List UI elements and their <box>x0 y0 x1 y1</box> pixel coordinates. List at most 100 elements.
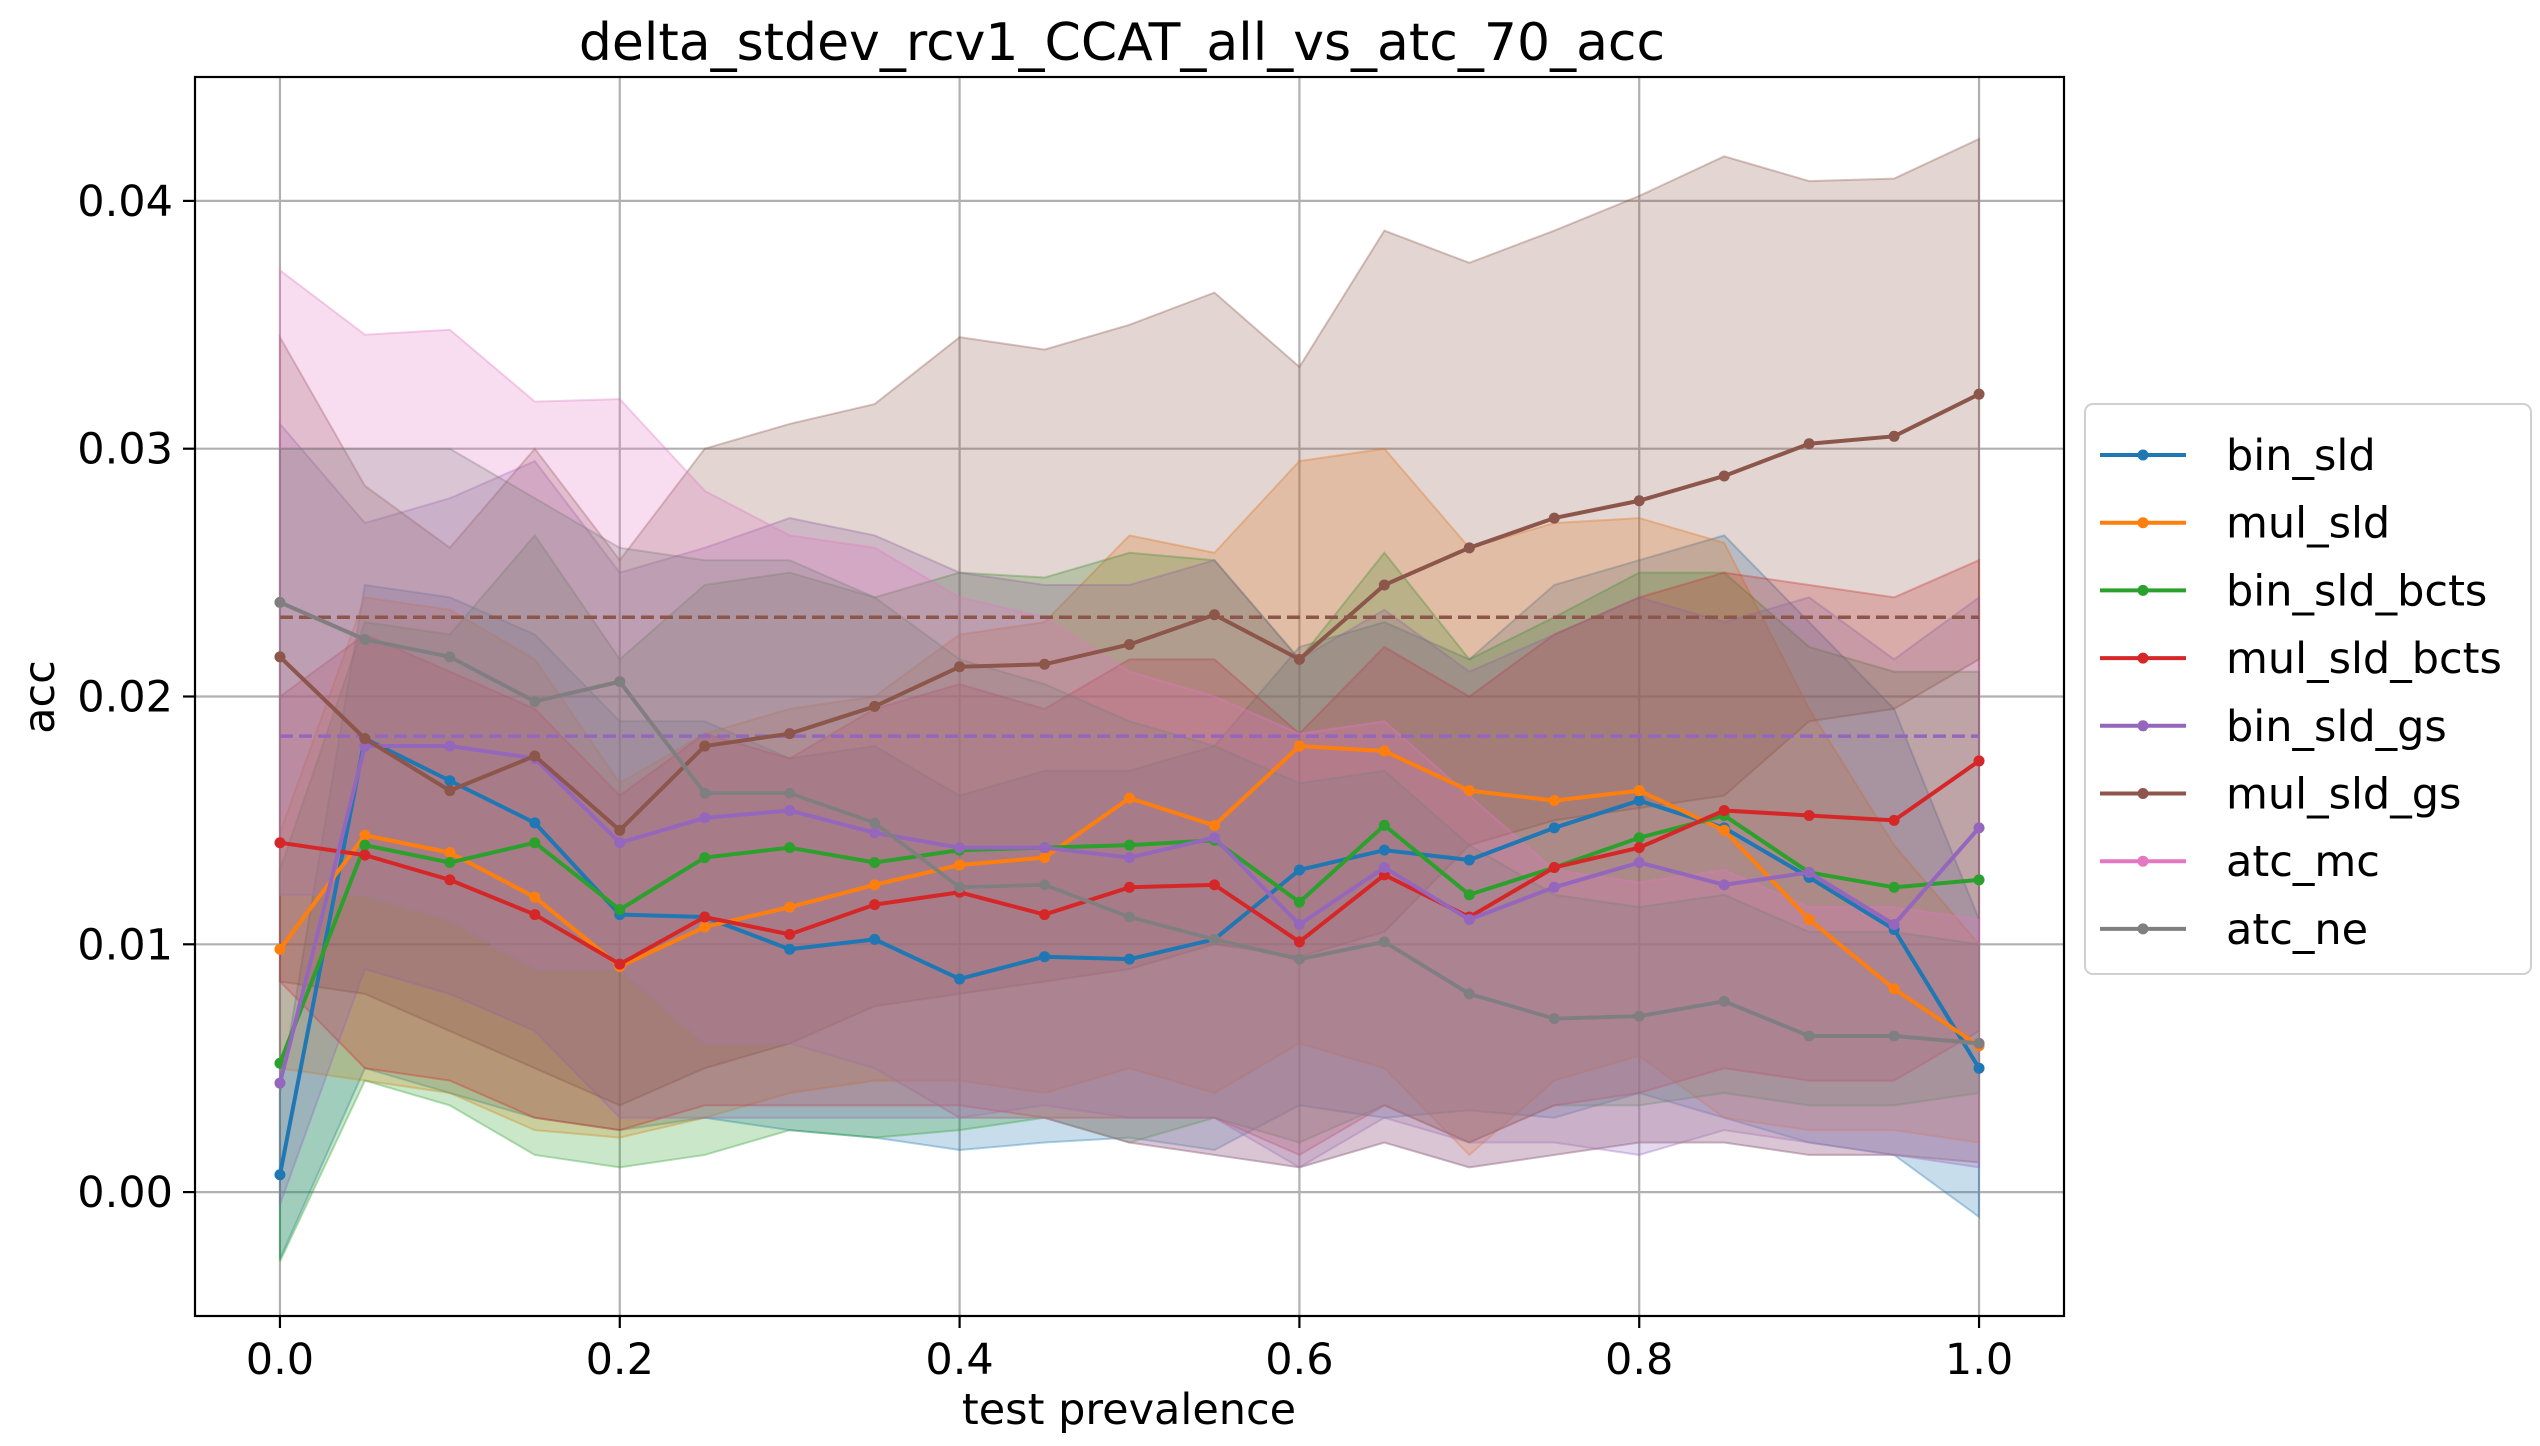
data-point <box>784 804 796 816</box>
data-point <box>1293 864 1305 876</box>
data-point <box>1973 874 1985 886</box>
data-point <box>784 943 796 955</box>
data-point <box>1803 1030 1815 1042</box>
band-bin-sld <box>278 534 1981 1260</box>
series-atc-ne <box>274 596 1985 1049</box>
data-point <box>1039 842 1051 854</box>
legend-item-bin-sld-gs: bin_sld_gs <box>2100 702 2447 752</box>
data-point <box>1888 1030 1900 1042</box>
data-point <box>699 812 711 824</box>
legend-swatch-marker <box>2137 517 2149 529</box>
x-tick-label: 0.8 <box>1605 1335 1673 1385</box>
data-point <box>1548 795 1560 807</box>
data-point <box>1633 495 1645 507</box>
legend-label: mul_sld <box>2226 499 2390 549</box>
data-point <box>1718 995 1730 1007</box>
data-point <box>529 695 541 707</box>
data-point <box>359 634 371 646</box>
data-point <box>784 787 796 799</box>
data-point <box>1633 785 1645 797</box>
data-point <box>869 857 881 869</box>
series-mul-sld-bcts <box>274 755 1985 970</box>
data-point <box>1888 983 1900 995</box>
data-point <box>444 857 456 869</box>
band-bin-sld-bcts <box>278 533 1981 1262</box>
data-point <box>699 921 711 933</box>
data-point <box>1293 936 1305 948</box>
x-tick-label: 0.2 <box>586 1335 654 1385</box>
data-point <box>1124 839 1135 851</box>
data-point <box>1124 881 1135 893</box>
data-point <box>1208 819 1220 831</box>
data-point <box>1124 638 1135 650</box>
band-atc-ne <box>278 447 1981 1169</box>
data-point <box>359 733 371 745</box>
data-point <box>784 842 796 854</box>
data-point <box>869 899 881 911</box>
legend-item-atc-ne: atc_ne <box>2100 905 2368 955</box>
data-point <box>614 958 626 970</box>
data-point <box>1888 814 1900 826</box>
data-point <box>699 911 711 923</box>
data-point <box>1973 1037 1985 1049</box>
legend-label: atc_mc <box>2226 837 2380 887</box>
data-point <box>1633 842 1645 854</box>
data-point <box>444 651 456 663</box>
data-point <box>784 901 796 913</box>
data-point <box>1293 653 1305 665</box>
legend-item-atc-mc: atc_mc <box>2100 837 2380 887</box>
data-point <box>274 1077 286 1089</box>
data-point <box>954 859 966 871</box>
data-point <box>954 661 966 673</box>
data-point <box>274 651 286 663</box>
legend-item-mul-sld: mul_sld <box>2100 499 2390 549</box>
data-point <box>869 933 881 945</box>
data-point <box>1973 388 1985 400</box>
series-lines <box>274 388 1985 1181</box>
data-point <box>1293 918 1305 930</box>
data-point <box>1378 844 1390 856</box>
data-point <box>1633 1010 1645 1022</box>
x-axis-ticks: 0.0 0.2 0.4 0.6 0.8 1.0 <box>246 1316 2013 1385</box>
chart-title: delta_stdev_rcv1_CCAT_all_vs_atc_70_acc <box>579 13 1665 73</box>
y-tick-label: 0.04 <box>77 177 173 227</box>
y-tick-label: 0.00 <box>77 1168 173 1218</box>
data-point <box>614 824 626 836</box>
data-point <box>1803 438 1815 450</box>
data-point <box>1378 819 1390 831</box>
data-point <box>784 728 796 740</box>
data-point <box>1463 785 1475 797</box>
data-point <box>1718 879 1730 891</box>
data-point <box>699 852 711 864</box>
data-point <box>1973 1062 1985 1074</box>
data-point <box>274 943 286 955</box>
x-axis-label: test prevalence <box>962 1385 1296 1435</box>
legend-label: bin_sld_bcts <box>2226 566 2487 616</box>
x-tick-label: 1.0 <box>1945 1335 2013 1385</box>
data-point <box>1039 658 1051 670</box>
data-point <box>869 700 881 712</box>
data-point <box>1293 896 1305 908</box>
data-point <box>1124 953 1135 965</box>
data-point <box>1803 809 1815 821</box>
x-tick-label: 0.6 <box>1265 1335 1333 1385</box>
data-point <box>1463 914 1475 926</box>
data-point <box>444 785 456 797</box>
band-bin-sld-gs <box>278 421 1981 1205</box>
data-point <box>1124 852 1135 864</box>
data-point <box>869 879 881 891</box>
data-point <box>444 847 456 859</box>
data-point <box>1463 854 1475 866</box>
data-point <box>614 676 626 688</box>
data-point <box>699 787 711 799</box>
x-tick-label: 0.4 <box>925 1335 993 1385</box>
data-point <box>359 829 371 841</box>
data-point <box>1718 804 1730 816</box>
data-point <box>1124 792 1135 804</box>
reference-lines <box>279 615 1980 738</box>
data-point <box>1293 740 1305 752</box>
data-point <box>1718 470 1730 482</box>
data-point <box>1378 861 1390 873</box>
series-bin-sld-gs <box>274 740 1985 1089</box>
